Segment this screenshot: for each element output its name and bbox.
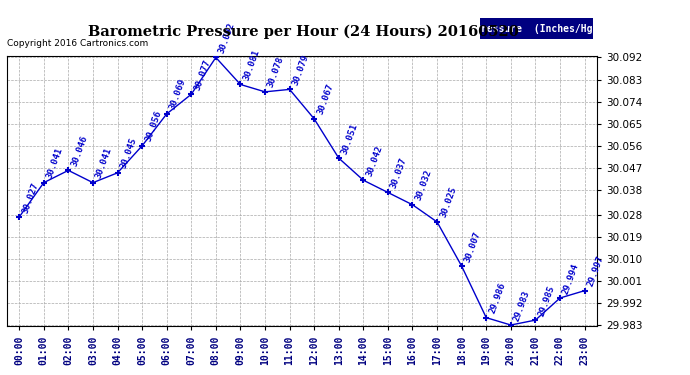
Text: 29.994: 29.994 bbox=[562, 262, 581, 295]
Text: 30.069: 30.069 bbox=[168, 78, 188, 111]
Text: 30.007: 30.007 bbox=[463, 230, 482, 263]
Text: 30.037: 30.037 bbox=[389, 156, 408, 190]
Text: 30.056: 30.056 bbox=[144, 110, 163, 143]
Text: 30.046: 30.046 bbox=[70, 134, 89, 168]
Text: 30.092: 30.092 bbox=[217, 21, 237, 55]
Text: 29.985: 29.985 bbox=[537, 284, 556, 317]
Text: Barometric Pressure per Hour (24 Hours) 20160520: Barometric Pressure per Hour (24 Hours) … bbox=[88, 24, 519, 39]
Text: Pressure  (Inches/Hg): Pressure (Inches/Hg) bbox=[475, 24, 598, 33]
Text: 30.051: 30.051 bbox=[340, 122, 359, 155]
Text: 30.027: 30.027 bbox=[21, 181, 40, 214]
Text: 29.986: 29.986 bbox=[488, 282, 507, 315]
Text: Copyright 2016 Cartronics.com: Copyright 2016 Cartronics.com bbox=[7, 39, 148, 48]
Text: 30.045: 30.045 bbox=[119, 136, 139, 170]
Text: 29.983: 29.983 bbox=[512, 289, 532, 322]
Text: 30.041: 30.041 bbox=[95, 147, 114, 180]
Text: 30.041: 30.041 bbox=[45, 147, 65, 180]
Text: 30.081: 30.081 bbox=[241, 48, 262, 82]
Text: 30.032: 30.032 bbox=[414, 169, 433, 202]
Text: 30.077: 30.077 bbox=[193, 58, 212, 92]
Text: 30.078: 30.078 bbox=[266, 56, 286, 89]
Text: 30.067: 30.067 bbox=[315, 82, 335, 116]
Text: 30.042: 30.042 bbox=[365, 144, 384, 177]
Text: 30.025: 30.025 bbox=[438, 186, 458, 219]
Text: 29.997: 29.997 bbox=[586, 255, 605, 288]
Text: 30.079: 30.079 bbox=[291, 53, 310, 87]
